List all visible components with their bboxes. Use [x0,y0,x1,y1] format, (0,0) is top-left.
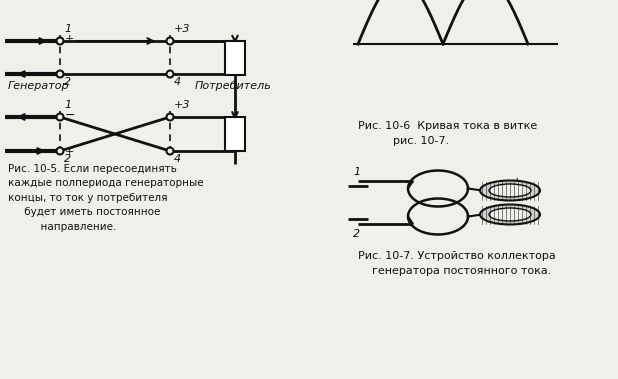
Text: I: I [515,179,519,188]
Circle shape [166,113,174,121]
Text: 1: 1 [64,24,71,34]
Text: 4: 4 [174,77,181,87]
Bar [225,117,245,151]
Text: 2: 2 [64,154,71,164]
Circle shape [166,38,174,44]
Text: Рис. 10-5. Если пересоединять
каждые полпериода генераторные
концы, то ток у пот: Рис. 10-5. Если пересоединять каждые пол… [8,164,203,232]
Text: Рис. 10-6  Кривая тока в витке
          рис. 10-7.: Рис. 10-6 Кривая тока в витке рис. 10-7. [358,121,537,146]
Circle shape [56,113,64,121]
Text: −: − [65,108,75,122]
Text: −: − [65,69,75,81]
Circle shape [56,147,64,155]
Text: Рис. 10-7. Устройство коллектора
    генератора постоянного тока.: Рис. 10-7. Устройство коллектора генерат… [358,251,556,276]
Circle shape [56,38,64,44]
Text: +3: +3 [174,100,190,110]
Text: 2: 2 [353,229,360,239]
Ellipse shape [489,184,531,197]
Circle shape [56,70,64,77]
Text: +: + [65,147,74,157]
Circle shape [166,147,174,155]
Text: 1: 1 [64,100,71,110]
Circle shape [166,70,174,77]
Text: 4: 4 [174,154,181,164]
Text: −: − [175,146,185,158]
Text: II: II [515,213,522,222]
Text: 1: 1 [353,167,360,177]
Text: Генератор: Генератор [8,81,70,91]
Text: −: − [175,69,185,81]
Ellipse shape [480,180,540,200]
Text: +3: +3 [174,24,190,34]
Text: Потребитель: Потребитель [195,81,272,91]
Bar [225,41,245,75]
Text: 2: 2 [64,77,71,87]
Ellipse shape [480,205,540,224]
Ellipse shape [489,208,531,221]
Text: +: + [65,34,74,44]
